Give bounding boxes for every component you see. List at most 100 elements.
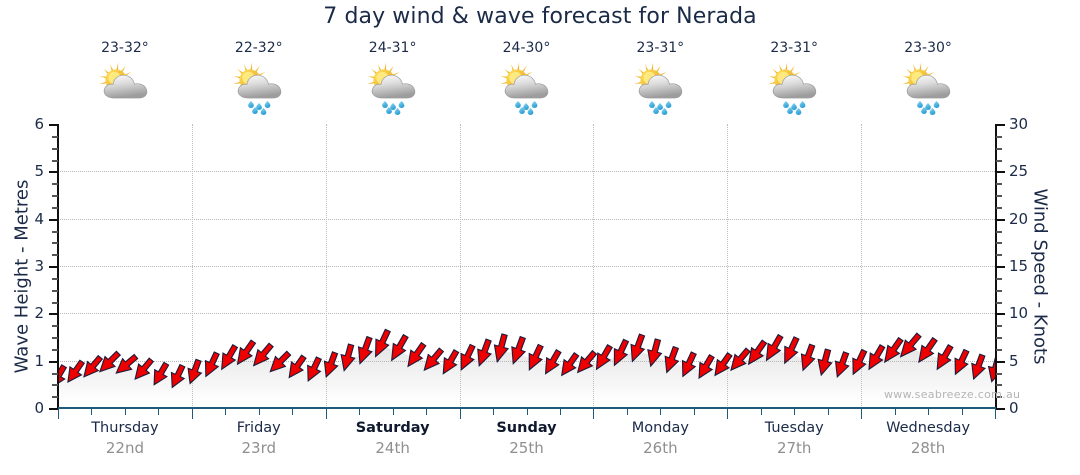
left-tick-4	[49, 218, 58, 221]
wind-arrow	[936, 344, 954, 371]
wind-arrow	[204, 351, 220, 378]
right-axis-title: Wind Speed - Knots	[1029, 188, 1051, 365]
right-tick-15	[996, 266, 1005, 268]
day-label-saturday: Saturday 24th	[326, 419, 460, 458]
wind-arrow	[58, 364, 68, 389]
wind-arrow	[115, 353, 139, 374]
wind-arrow	[868, 344, 886, 371]
bottom-tick-17	[626, 408, 628, 415]
bottom-tick-2	[124, 408, 126, 415]
day-date: 23rd	[241, 439, 277, 457]
bottom-tick-12	[459, 408, 461, 419]
wind-arrow	[681, 351, 697, 378]
gridline-day-separator-1	[191, 124, 193, 408]
wind-arrow	[817, 348, 833, 377]
day-date: 22nd	[105, 439, 144, 457]
temperature-range: 23-30°	[904, 40, 952, 56]
left-tick-2.5	[52, 289, 58, 292]
right-tick-5	[996, 360, 1005, 363]
right-tick-2.5	[996, 384, 1002, 387]
bottom-tick-19	[693, 408, 695, 415]
wind-arrow	[221, 344, 239, 371]
temperature-range: 22-32°	[234, 40, 283, 56]
left-tick-1.25	[52, 348, 58, 351]
sun-cloud-rain-icon	[902, 62, 951, 115]
wind-arrow	[375, 328, 391, 358]
temperature-range: 24-31°	[368, 40, 417, 56]
day-name: Tuesday	[764, 420, 824, 436]
left-tick-label-2: 2	[34, 304, 44, 323]
left-tick-5	[49, 171, 58, 174]
wind-arrow	[511, 335, 527, 365]
page-title: 7 day wind & wave forecast for Nerada	[323, 4, 757, 29]
day-header-saturday: 24-31°	[326, 40, 460, 116]
wind-arrow	[784, 336, 800, 365]
temperature-range: 23-32°	[101, 40, 149, 56]
wind-arrow	[834, 351, 850, 379]
wind-arrow	[170, 363, 186, 389]
temperature-range: 24-30°	[502, 40, 551, 56]
left-tick-4.5	[52, 195, 58, 197]
right-tick-label-25: 25	[1009, 162, 1029, 181]
right-tick-28.75	[996, 135, 1002, 138]
day-name: Sunday	[496, 420, 557, 436]
bottom-tick-20	[727, 408, 729, 419]
right-tick-25	[996, 171, 1005, 174]
day-header-sunday: 24-30°	[460, 40, 594, 116]
gridline-horizontal-3	[58, 266, 995, 267]
wind-arrow	[664, 345, 680, 374]
bottom-tick-8	[325, 408, 327, 419]
bottom-tick-4	[191, 408, 193, 419]
wind-arrow	[630, 333, 646, 363]
right-tick-26.25	[996, 159, 1002, 162]
left-tick-3.75	[52, 230, 58, 233]
left-tick-1.5	[52, 337, 58, 339]
bottom-tick-25	[894, 408, 896, 415]
wind-arrow	[730, 347, 751, 372]
bottom-tick-16	[593, 408, 595, 419]
bottom-tick-3	[158, 408, 160, 415]
bottom-tick-1	[91, 408, 93, 415]
bottom-tick-27	[961, 408, 963, 415]
day-label-sunday: Sunday 25th	[460, 419, 594, 458]
bottom-tick-23	[827, 408, 829, 415]
left-tick-0.5	[52, 384, 58, 387]
left-tick-5.5	[52, 147, 58, 150]
wind-arrow	[852, 348, 868, 376]
right-tick-11.25	[996, 301, 1002, 304]
wind-arrow	[747, 339, 768, 366]
wind-arrow	[98, 350, 122, 373]
left-axis-title: Wave Height - Metres	[11, 179, 33, 374]
sun-cloud-rain-icon	[500, 62, 549, 115]
wind-arrow	[323, 351, 339, 379]
left-tick-2.25	[52, 301, 58, 304]
sun-cloud-rain-icon	[634, 62, 683, 115]
wind-arrow	[252, 342, 274, 367]
left-tick-0.75	[52, 372, 58, 375]
left-tick-1	[49, 360, 58, 363]
right-tick-1.25	[996, 396, 1002, 399]
right-tick-18.75	[996, 230, 1002, 233]
left-tick-label-5: 5	[34, 162, 44, 181]
left-tick-0.25	[52, 396, 58, 399]
left-tick-label-3: 3	[34, 257, 44, 275]
wind-arrow	[477, 338, 492, 368]
bottom-tick-26	[928, 408, 930, 415]
gridline-horizontal-1	[58, 360, 995, 362]
left-tick-1.75	[52, 325, 58, 328]
right-tick-22.5	[996, 195, 1002, 197]
wind-arrow	[765, 333, 784, 362]
wind-arrow	[236, 339, 257, 366]
left-tick-label-6: 6	[34, 115, 44, 133]
bottom-tick-0	[58, 408, 59, 419]
wind-arrow	[595, 344, 613, 371]
wind-arrow	[493, 333, 510, 364]
bottom-tick-15	[559, 408, 561, 415]
gridline-horizontal-4	[58, 218, 995, 220]
day-header-monday: 23-31°	[593, 40, 727, 116]
bottom-tick-24	[861, 408, 863, 419]
right-tick-6.25	[996, 348, 1002, 351]
right-tick-label-0: 0	[1009, 399, 1019, 417]
day-header-wednesday: 23-30°	[861, 40, 995, 116]
sun-cloud-icon	[98, 62, 148, 99]
